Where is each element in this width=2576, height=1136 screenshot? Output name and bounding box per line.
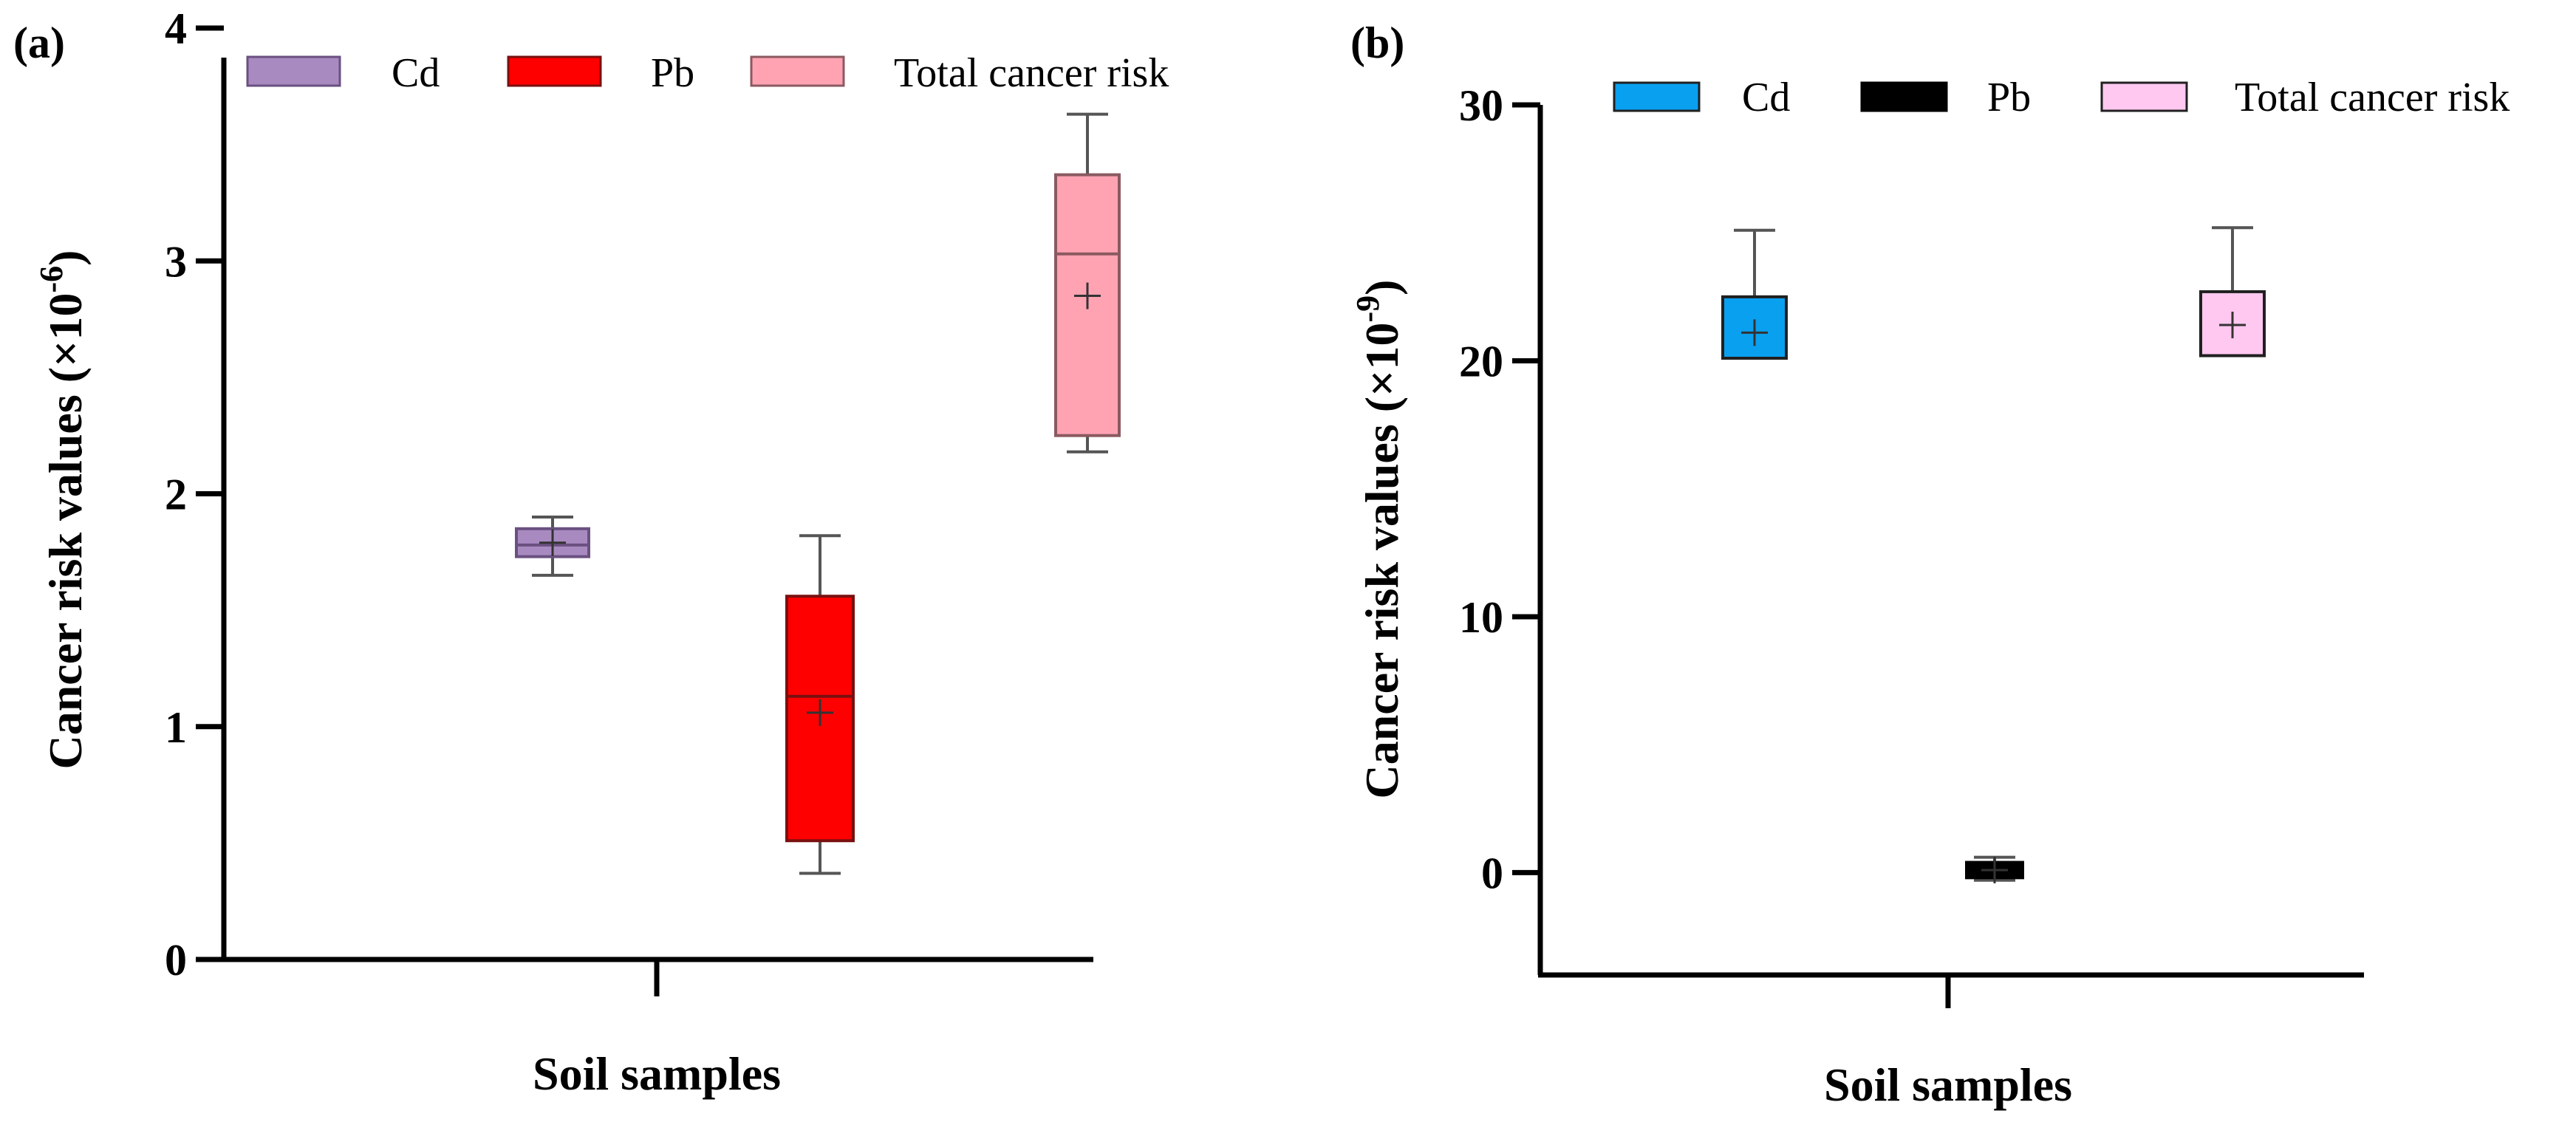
x-axis-title-b: Soil samples — [1824, 1058, 2072, 1111]
legend-a: Cd Pb Total cancer risk — [246, 50, 1169, 96]
legend-label-pb: Pb — [651, 50, 694, 96]
legend-swatch-total — [2100, 81, 2188, 112]
y-tick-label: 1 — [165, 703, 187, 752]
box-pb — [1965, 855, 2024, 883]
legend-swatch-total — [750, 55, 845, 87]
legend-label-total: Total cancer risk — [894, 50, 1169, 96]
legend-label-cd: Cd — [1742, 75, 1790, 120]
legend-swatch-cd — [1613, 81, 1701, 112]
y-tick-label: 0 — [165, 936, 187, 985]
legend-label-cd: Cd — [392, 50, 440, 96]
mean-marker — [539, 529, 566, 556]
box-pb — [785, 534, 855, 875]
legend-label-pb: Pb — [1987, 75, 2031, 120]
y-tick-label: 20 — [1459, 337, 1503, 386]
box-total-cancer-risk — [1054, 112, 1121, 454]
legend-label-total: Total cancer risk — [2235, 75, 2510, 120]
y-tick-label: 0 — [1481, 849, 1503, 897]
y-axis-title-b: Cancer risk values (×10-9) — [1350, 280, 1408, 799]
mean-marker — [807, 699, 833, 726]
mean-marker — [1981, 856, 2008, 883]
mean-marker — [2219, 311, 2246, 338]
mean-marker — [1074, 282, 1101, 309]
panel-label-b: (b) — [1350, 18, 1404, 67]
y-ticks-b: 0 10 20 30 — [1459, 81, 1540, 897]
legend-swatch-pb — [507, 55, 602, 87]
box-cd — [515, 516, 590, 577]
boxes-a — [515, 112, 1121, 875]
boxes-b — [1721, 226, 2266, 883]
y-ticks-a: 0 1 2 3 4 — [165, 4, 224, 985]
box-total-cancer-risk — [2199, 226, 2266, 357]
y-tick-label: 30 — [1459, 81, 1503, 130]
legend-swatch-cd — [246, 55, 341, 87]
y-tick-label: 2 — [165, 471, 187, 519]
legend-swatch-pb — [1860, 81, 1948, 112]
mean-marker — [1741, 319, 1768, 346]
y-tick-label: 3 — [165, 237, 187, 286]
panel-a: (a) Cd Pb Total cancer risk 0 1 2 3 4 Cancer… — [13, 4, 1169, 1100]
y-tick-label: 4 — [165, 4, 187, 53]
panel-b: (b) Cd Pb Total cancer risk 0 10 20 30 Canc… — [1350, 18, 2510, 1111]
legend-b: Cd Pb Total cancer risk — [1613, 75, 2510, 120]
x-axis-title-a: Soil samples — [533, 1047, 781, 1100]
box-cd — [1721, 228, 1788, 360]
y-tick-label: 10 — [1459, 593, 1503, 642]
y-axis-title-a: Cancer risk values (×10-6) — [33, 250, 92, 770]
panel-label-a: (a) — [13, 18, 65, 67]
